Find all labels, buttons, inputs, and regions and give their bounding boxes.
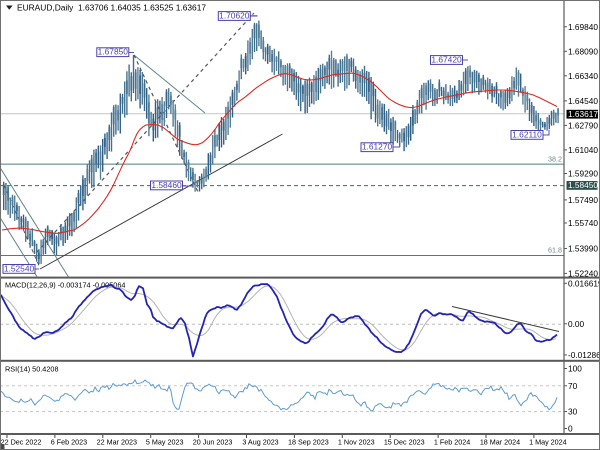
svg-text:22 Mar 2023: 22 Mar 2023 bbox=[97, 438, 137, 447]
svg-text:1.62110: 1.62110 bbox=[512, 129, 542, 139]
svg-text:1.58460: 1.58460 bbox=[151, 180, 182, 190]
svg-text:18 Sep 2023: 18 Sep 2023 bbox=[288, 438, 329, 447]
svg-text:1.70620: 1.70620 bbox=[219, 10, 250, 20]
svg-text:3 Aug 2023: 3 Aug 2023 bbox=[242, 438, 278, 447]
svg-text:1.68090: 1.68090 bbox=[568, 46, 598, 56]
svg-text:70: 70 bbox=[568, 381, 578, 391]
svg-text:1.53990: 1.53990 bbox=[568, 244, 598, 254]
svg-text:5 May 2023: 5 May 2023 bbox=[146, 438, 184, 447]
svg-text:1.69840: 1.69840 bbox=[568, 22, 598, 32]
svg-text:18 Mar 2024: 18 Mar 2024 bbox=[480, 438, 520, 447]
svg-text:1.66340: 1.66340 bbox=[568, 71, 598, 81]
svg-text:1.67850: 1.67850 bbox=[98, 47, 129, 57]
svg-text:1.58450: 1.58450 bbox=[568, 180, 598, 190]
svg-text:1.61270: 1.61270 bbox=[362, 142, 393, 152]
svg-text:6 Feb 2023: 6 Feb 2023 bbox=[51, 438, 87, 447]
svg-text:MACD(12,26,9) -0.003174 -0.005: MACD(12,26,9) -0.003174 -0.005064 bbox=[5, 281, 125, 290]
svg-text:0: 0 bbox=[568, 424, 573, 434]
svg-text:61.8: 61.8 bbox=[548, 246, 562, 255]
svg-text:1.52240: 1.52240 bbox=[568, 268, 598, 278]
svg-text:1.61040: 1.61040 bbox=[568, 145, 598, 155]
svg-text:20 Jun 2023: 20 Jun 2023 bbox=[193, 438, 233, 447]
svg-text:1.67420: 1.67420 bbox=[431, 54, 462, 64]
svg-text:1.57490: 1.57490 bbox=[568, 195, 598, 205]
svg-text:1.59290: 1.59290 bbox=[568, 169, 598, 179]
svg-text:RSI(14) 50.4208: RSI(14) 50.4208 bbox=[5, 365, 59, 374]
svg-text:15 Dec 2023: 15 Dec 2023 bbox=[384, 438, 425, 447]
svg-text:1 Nov 2023: 1 Nov 2023 bbox=[338, 438, 375, 447]
svg-text:1 Feb 2024: 1 Feb 2024 bbox=[434, 438, 470, 447]
svg-text:22 Dec 2022: 22 Dec 2022 bbox=[1, 438, 42, 447]
svg-text:38.2: 38.2 bbox=[548, 155, 562, 164]
svg-text:1.52540: 1.52540 bbox=[4, 263, 35, 273]
svg-text:0.00: 0.00 bbox=[568, 319, 585, 329]
svg-text:EURAUD,Daily 1.63706 1.64035: EURAUD,Daily 1.63706 1.64035 1.63525 1.6… bbox=[17, 3, 206, 13]
svg-text:1.63617: 1.63617 bbox=[568, 109, 598, 119]
svg-text:0.016619: 0.016619 bbox=[568, 278, 600, 288]
svg-text:1.55740: 1.55740 bbox=[568, 218, 598, 228]
svg-text:30: 30 bbox=[568, 407, 578, 417]
svg-text:1.64540: 1.64540 bbox=[568, 96, 598, 106]
svg-text:100: 100 bbox=[568, 364, 582, 374]
svg-text:-0.012864: -0.012864 bbox=[568, 350, 600, 360]
svg-text:1 May 2024: 1 May 2024 bbox=[529, 438, 567, 447]
svg-text:1.62790: 1.62790 bbox=[568, 120, 598, 130]
